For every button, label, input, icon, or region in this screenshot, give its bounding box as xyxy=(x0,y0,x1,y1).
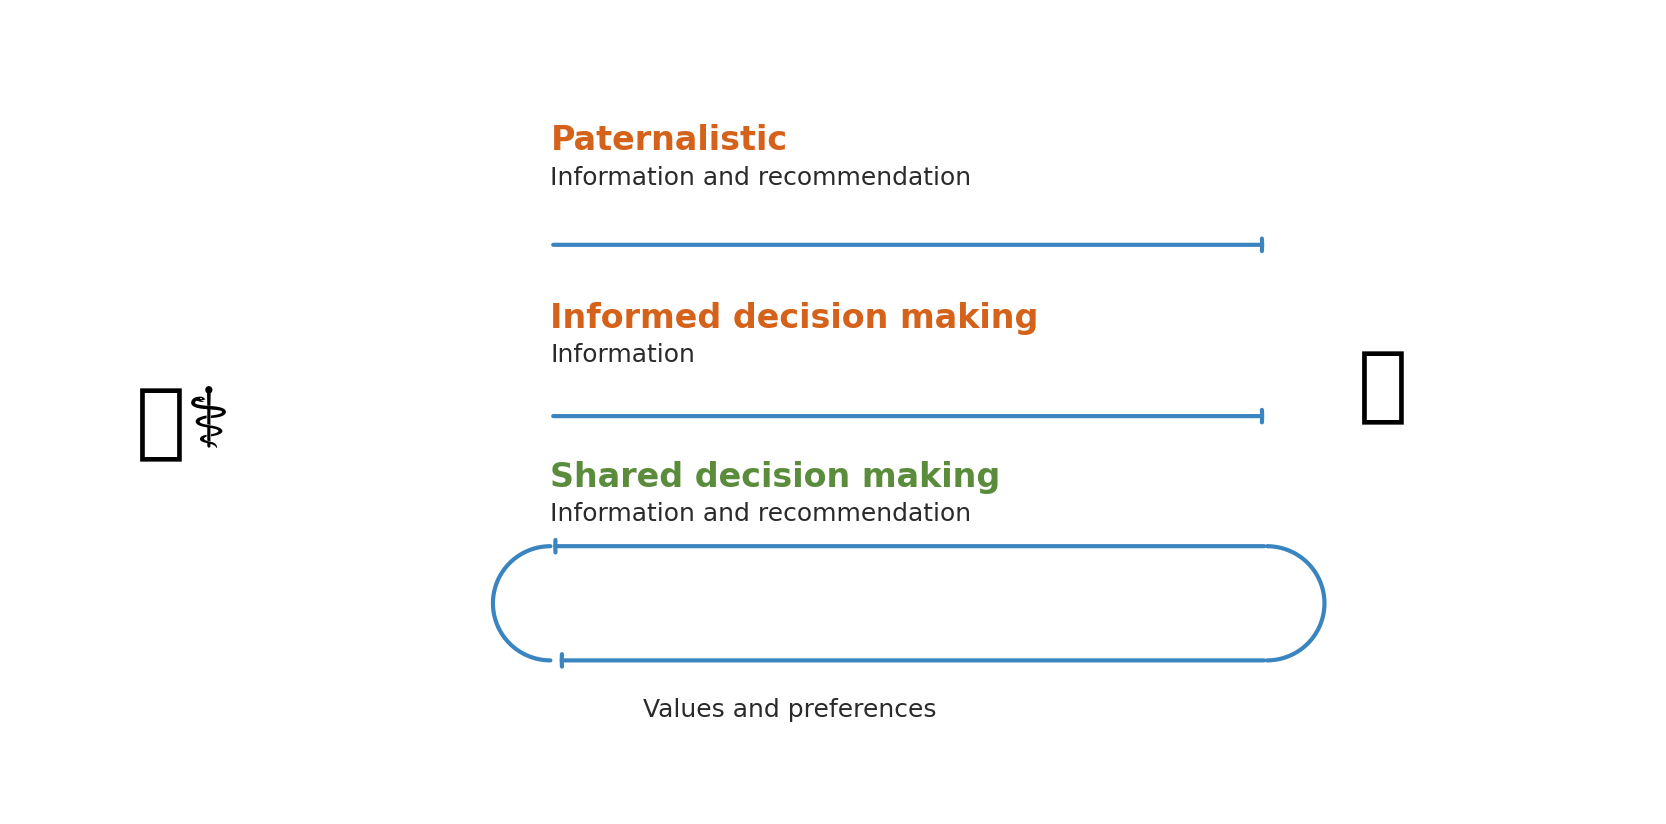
Text: Informed decision making: Informed decision making xyxy=(550,302,1040,335)
Text: Shared decision making: Shared decision making xyxy=(550,461,1001,494)
Text: Paternalistic: Paternalistic xyxy=(550,124,788,157)
Text: Information: Information xyxy=(550,343,695,368)
Text: Values and preferences: Values and preferences xyxy=(643,699,936,723)
Text: 🏥: 🏥 xyxy=(1358,347,1408,428)
Text: Information and recommendation: Information and recommendation xyxy=(550,502,971,526)
Text: 👩‍⚕️: 👩‍⚕️ xyxy=(135,384,232,465)
Text: Information and recommendation: Information and recommendation xyxy=(550,166,971,190)
